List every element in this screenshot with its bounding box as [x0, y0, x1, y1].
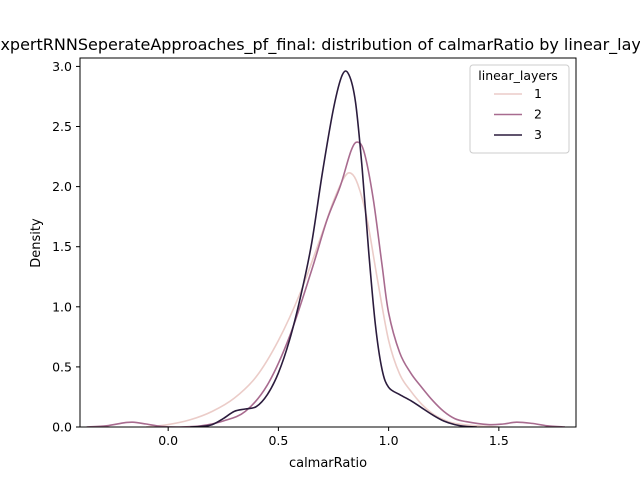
density-curve-1 [146, 171, 499, 427]
y-tick-label: 0.5 [52, 359, 72, 374]
legend-label-2: 2 [534, 107, 542, 122]
x-tick-label: 1.0 [379, 433, 399, 448]
y-tick-label: 2.0 [52, 179, 72, 194]
legend-label-3: 3 [534, 127, 542, 142]
x-axis-label: calmarRatio [289, 456, 367, 471]
x-tick-label: 0.5 [268, 433, 288, 448]
y-tick-label: 1.5 [52, 239, 72, 254]
y-axis: 0.0 0.5 1.0 1.5 2.0 2.5 3.0 [52, 59, 80, 435]
x-tick-label: 0.0 [158, 433, 178, 448]
x-axis: 0.0 0.5 1.0 1.5 [158, 427, 509, 448]
x-tick-label: 1.5 [489, 433, 509, 448]
legend-box [469, 64, 570, 154]
y-tick-label: 1.0 [52, 299, 72, 314]
y-tick-label: 2.5 [52, 119, 72, 134]
y-axis-label: Density [29, 218, 44, 268]
y-tick-label: 0.0 [52, 420, 72, 435]
chart-title: ExpertRNNSeperateApproaches_pf_final: di… [0, 35, 640, 55]
y-tick-label: 3.0 [52, 59, 72, 74]
density-curve-3 [190, 70, 477, 427]
plot-frame [79, 57, 577, 428]
legend: linear_layers 1 2 3 [469, 64, 570, 154]
legend-title: linear_layers [478, 68, 557, 83]
legend-label-1: 1 [534, 86, 542, 101]
